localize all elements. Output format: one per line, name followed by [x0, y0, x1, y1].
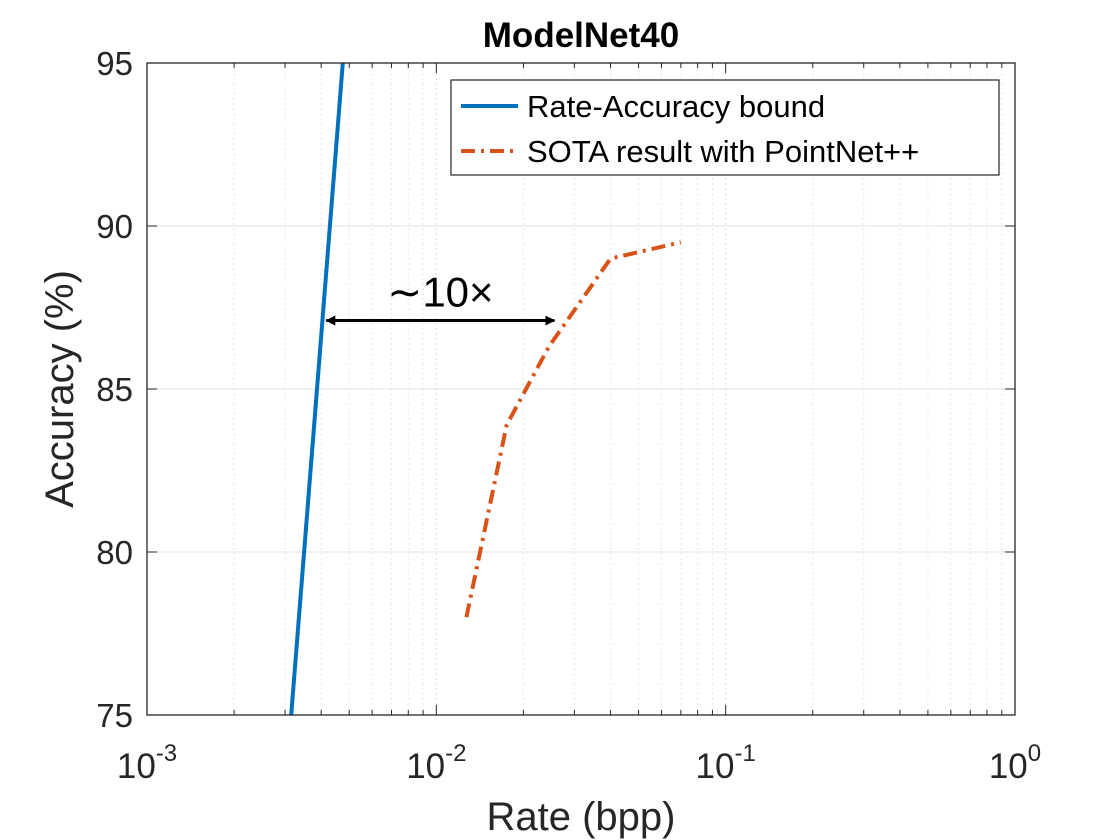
- x-tick-label-exponent: -2: [445, 740, 466, 767]
- x-tick-label: 10-3: [117, 740, 177, 786]
- x-tick-label: 10-1: [696, 740, 756, 786]
- x-tick-label-base: 10: [117, 747, 156, 786]
- x-axis-label: Rate (bpp): [487, 795, 676, 839]
- series-line-sota: [464, 240, 682, 618]
- series-line-bound: [289, 62, 345, 716]
- legend-label-bound: Rate-Accuracy bound: [527, 89, 825, 124]
- x-tick-label: 10-2: [406, 740, 466, 786]
- legend-box: [450, 79, 1000, 176]
- x-tick-label-base: 10: [696, 747, 735, 786]
- y-tick-label: 90: [96, 208, 133, 245]
- series-layer: [289, 62, 682, 716]
- grid: [147, 63, 1015, 715]
- y-tick-label: 85: [96, 371, 133, 408]
- x-tick-label-base: 10: [989, 747, 1028, 786]
- y-axis-label: Accuracy (%): [38, 270, 82, 508]
- annotation-label: ∼10×: [387, 269, 493, 316]
- x-tick-label-base: 10: [406, 747, 445, 786]
- legend-label-sota: SOTA result with PointNet++: [527, 134, 919, 169]
- y-tick-label: 75: [96, 697, 133, 734]
- y-tick-label: 80: [96, 534, 133, 571]
- x-tick-label-exponent: 0: [1028, 740, 1041, 767]
- x-tick-label-exponent: -3: [156, 740, 177, 767]
- x-tick-label: 100: [989, 740, 1041, 786]
- chart-title: ModelNet40: [483, 16, 679, 55]
- annotation: ∼10×: [325, 269, 556, 326]
- legend: Rate-Accuracy bound SOTA result with Poi…: [450, 79, 1000, 176]
- y-tick-label: 95: [96, 45, 133, 82]
- x-tick-label-exponent: -1: [734, 740, 755, 767]
